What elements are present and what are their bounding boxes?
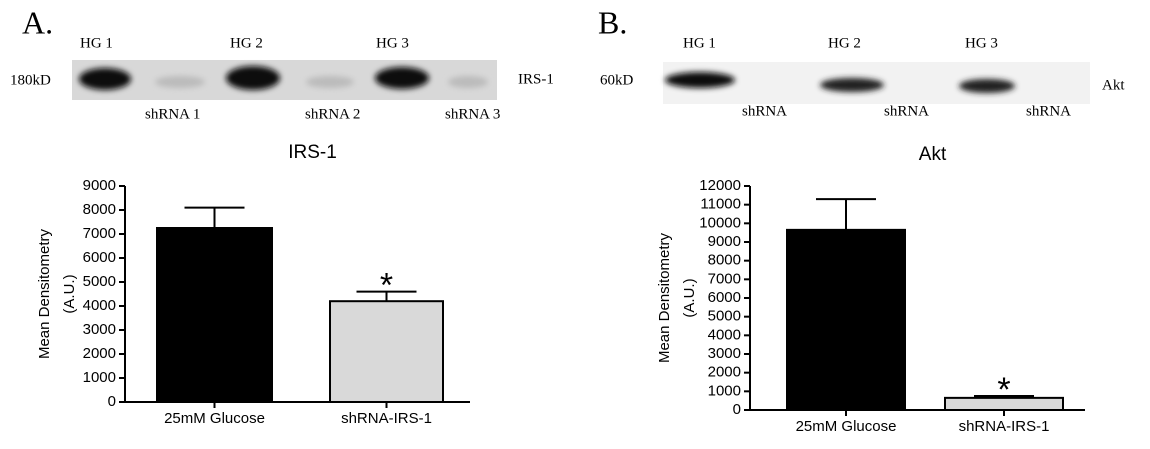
x-tick-label: 25mM Glucose [164, 410, 265, 427]
y-tick-label: 5000 [708, 308, 741, 325]
lane-label: HG 3 [376, 35, 409, 51]
panel-label: A. [22, 4, 53, 40]
lane-label: HG 2 [828, 35, 861, 51]
knockdown-label: shRNA [1026, 103, 1071, 119]
blot-image [72, 60, 497, 100]
knockdown-label: shRNA [884, 103, 929, 119]
chart-title: Akt [919, 144, 947, 165]
x-tick-label: 25mM Glucose [796, 418, 897, 435]
x-tick-label: shRNA-IRS-1 [341, 410, 432, 427]
bar [329, 300, 444, 404]
y-axis-label: Mean Densitometry [36, 228, 53, 359]
y-tick-label: 4000 [708, 326, 741, 343]
bar [156, 227, 273, 403]
knockdown-label: shRNA 3 [445, 106, 500, 122]
y-tick-label: 2000 [83, 345, 116, 362]
knockdown-label: shRNA [742, 103, 787, 119]
lane-label: HG 3 [965, 35, 998, 51]
y-tick-label: 8000 [83, 201, 116, 218]
y-axis-label: (A.U.) [61, 274, 78, 313]
lane-label: HG 2 [230, 35, 263, 51]
bar [786, 228, 906, 411]
y-tick-label: 5000 [83, 273, 116, 290]
significance-marker: * [997, 371, 1010, 409]
blot-image [663, 62, 1090, 104]
y-tick-label: 1000 [708, 382, 741, 399]
lane-label: HG 1 [80, 35, 113, 51]
y-tick-label: 0 [733, 401, 741, 418]
significance-marker: * [380, 267, 393, 305]
y-tick-label: 6000 [83, 249, 116, 266]
x-tick-label: shRNA-IRS-1 [959, 418, 1050, 435]
y-tick-label: 8000 [708, 252, 741, 269]
y-tick-label: 0 [108, 393, 116, 410]
y-tick-label: 10000 [699, 214, 741, 231]
y-tick-label: 11000 [700, 196, 741, 213]
knockdown-label: shRNA 2 [305, 106, 360, 122]
y-tick-label: 12000 [699, 177, 741, 194]
chart-title: IRS-1 [288, 142, 337, 163]
y-tick-label: 4000 [83, 297, 116, 314]
panel-label: B. [598, 4, 627, 40]
knockdown-label: shRNA 1 [145, 106, 200, 122]
y-tick-label: 1000 [83, 369, 116, 386]
marker-label: 60kD [600, 72, 634, 88]
y-tick-label: 9000 [83, 177, 116, 194]
y-tick-label: 9000 [708, 233, 741, 250]
y-tick-label: 6000 [708, 289, 741, 306]
protein-label: IRS-1 [518, 71, 554, 87]
y-axis-label: (A.U.) [681, 278, 698, 317]
marker-label: 180kD [10, 72, 51, 88]
y-tick-label: 7000 [83, 225, 116, 242]
y-tick-label: 7000 [708, 270, 741, 287]
y-tick-label: 2000 [708, 364, 741, 381]
lane-label: HG 1 [683, 35, 716, 51]
y-axis-label: Mean Densitometry [656, 232, 673, 363]
protein-label: Akt [1102, 77, 1125, 93]
y-tick-label: 3000 [708, 345, 741, 362]
y-tick-label: 3000 [83, 321, 116, 338]
